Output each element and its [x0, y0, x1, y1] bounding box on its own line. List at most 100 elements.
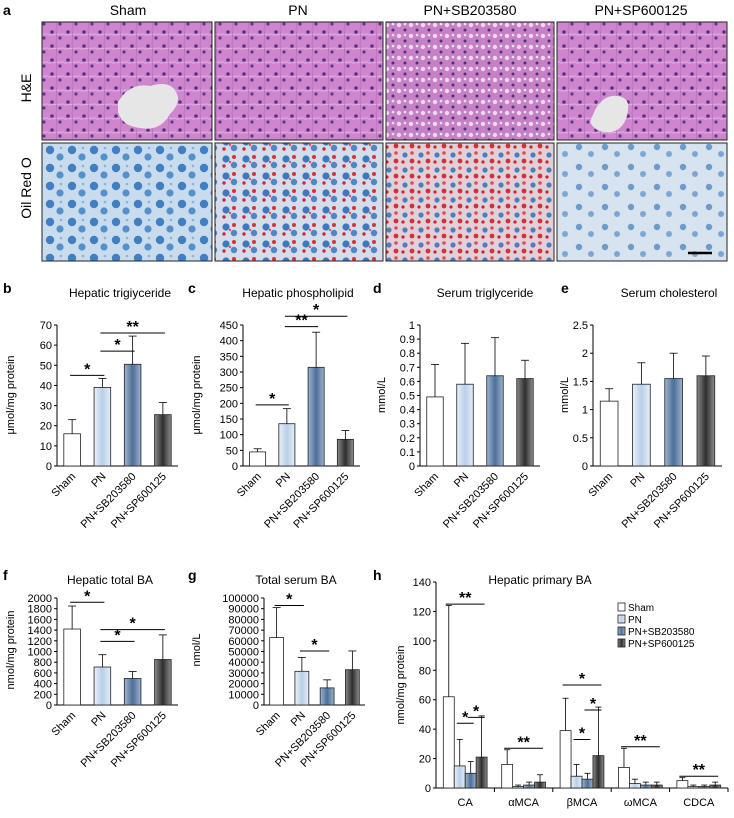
y-tick-label-e: 1 — [582, 405, 588, 417]
bar-pn-sb203580-αmca — [523, 784, 535, 789]
bar-pn-ca — [453, 765, 466, 789]
y-tick-label-h: 80 — [419, 665, 431, 677]
significance-marker-h: ** — [459, 590, 472, 607]
bar-pn-sp600125-βmca — [592, 755, 605, 789]
y-tick-label-d: 0.8 — [400, 348, 415, 360]
x-category-label-d-pn-sp600125: PN+SP600125 — [471, 471, 531, 531]
x-category-label-b-pn: PN — [89, 471, 108, 490]
y-tick-label-e: 1.5 — [573, 376, 588, 388]
micrograph-oro-pn — [214, 142, 384, 262]
bar-g-pn-sb203580 — [319, 687, 335, 706]
x-category-label-cdca: CDCA — [683, 797, 715, 809]
x-category-label-d-sham: Sham — [412, 471, 441, 500]
column-header-pn: PN — [288, 2, 307, 18]
x-category-label-e-sham: Sham — [586, 471, 615, 500]
y-tick-label-g: 70000 — [228, 625, 259, 637]
bar-d-pn — [456, 383, 474, 467]
bar-pn-sb203580-ca — [464, 772, 477, 789]
x-category-label-g-pn: PN — [289, 710, 308, 729]
y-tick-label-c: 50 — [226, 445, 238, 457]
bar-c-pn-sp600125 — [336, 438, 354, 467]
y-tick-label-d: 0.5 — [400, 391, 415, 403]
micrograph-he-pn-sb203580 — [385, 21, 555, 141]
y-tick-label-e: 2.5 — [573, 320, 588, 332]
legend-swatch-pn-sp600125 — [617, 638, 626, 648]
y-tick-label-g: 90000 — [228, 604, 259, 616]
y-tick-label-b: 20 — [40, 421, 52, 433]
y-tick-label-d: 0.1 — [400, 447, 415, 459]
bar-pn-βmca — [570, 775, 583, 789]
y-axis-label-d: mmol/L — [376, 377, 388, 413]
chart-title-c: Hepatic phospholipid — [242, 286, 353, 300]
x-category-label-d-pn: PN — [452, 471, 471, 490]
y-tick-label-d: 0 — [409, 461, 415, 473]
y-tick-label-b: 30 — [40, 401, 52, 413]
y-axis-label-g: nmol/L — [191, 633, 203, 666]
bar-e-pn-sb203580 — [664, 378, 683, 467]
y-tick-label-c: 300 — [220, 367, 238, 379]
y-tick-label-e: 0.5 — [573, 433, 588, 445]
significance-marker-b: * — [84, 361, 91, 378]
column-header-sham: Sham — [110, 2, 147, 18]
bar-pn-sb203580-cdca — [698, 786, 711, 789]
bar-g-pn-sp600125 — [345, 669, 360, 706]
y-axis-label-c: μmol/mg protein — [191, 355, 203, 434]
bar-sham-ωmca — [618, 767, 630, 789]
y-tick-label-d: 0.6 — [400, 376, 415, 388]
bar-b-pn-sb203580 — [123, 363, 142, 467]
significance-marker-h: * — [579, 671, 586, 688]
bar-f-pn — [93, 666, 112, 706]
micrograph-he-pn — [214, 21, 384, 141]
y-tick-label-d: 0.4 — [400, 405, 415, 417]
significance-marker-f: * — [84, 588, 91, 605]
y-tick-label-h: 40 — [419, 724, 431, 736]
y-tick-label-g: 0 — [253, 700, 259, 712]
y-tick-label-h: 0 — [425, 783, 431, 795]
significance-marker-h: ** — [693, 762, 706, 779]
significance-marker-h: ** — [634, 733, 647, 750]
panel-letter-c: c — [188, 280, 196, 296]
legend-label-pn: PN — [628, 615, 642, 626]
y-tick-label-b: 40 — [40, 380, 52, 392]
y-axis-label-h: nmol/mg protein — [395, 646, 407, 725]
bar-e-sham — [599, 400, 619, 467]
y-tick-label-e: 0 — [582, 461, 588, 473]
bar-pn-cdca — [687, 786, 700, 789]
significance-marker-b: * — [114, 337, 121, 354]
y-tick-label-h: 100 — [413, 636, 431, 648]
x-category-label-c-pn: PN — [274, 471, 293, 490]
y-tick-label-c: 100 — [220, 430, 238, 442]
bar-sham-βmca — [559, 730, 572, 789]
y-tick-label-g: 20000 — [228, 679, 259, 691]
y-tick-label-c: 0 — [232, 461, 238, 473]
y-tick-label-d: 1 — [409, 320, 415, 332]
bar-d-pn-sp600125 — [516, 378, 534, 467]
y-tick-label-f: 400 — [34, 679, 52, 691]
panel-letter-e: e — [561, 280, 569, 296]
y-tick-label-d: 0.9 — [400, 334, 415, 346]
micrograph-oro-sham — [41, 142, 213, 262]
panel-letter-d: d — [373, 280, 382, 296]
bar-pn-αmca — [512, 786, 525, 789]
micrograph-he-pn-sp600125 — [556, 21, 728, 141]
y-tick-label-f: 600 — [34, 668, 52, 680]
x-category-label-g-sham: Sham — [254, 710, 283, 739]
y-tick-label-f: 1200 — [28, 636, 52, 648]
legend-swatch-sham — [617, 602, 626, 612]
significance-marker-h: * — [579, 725, 586, 742]
bar-b-sham — [63, 433, 81, 467]
y-tick-label-g: 50000 — [228, 647, 259, 659]
y-tick-label-d: 0.2 — [400, 433, 415, 445]
y-axis-label-b: μmol/mg protein — [5, 355, 17, 434]
panel-a: a Sham PN PN+SB203580 PN+SP600125 H&E Oi… — [3, 2, 728, 262]
chart-e: e Serum cholesterol mmol/L 0 0.5 1 1.5 2 2.5 Sham… — [559, 280, 722, 531]
bar-g-sham — [269, 637, 284, 706]
y-tick-label-b: 50 — [40, 360, 52, 372]
x-category-label-b-sham: Sham — [49, 471, 78, 500]
x-category-label-ca: CA — [458, 797, 474, 809]
x-category-label-e-pn: PN — [628, 471, 647, 490]
y-tick-label-b: 60 — [40, 340, 52, 352]
x-category-label-αmca: αMCA — [508, 797, 539, 809]
bar-f-pn-sb203580 — [123, 678, 142, 706]
y-tick-label-f: 800 — [34, 657, 52, 669]
